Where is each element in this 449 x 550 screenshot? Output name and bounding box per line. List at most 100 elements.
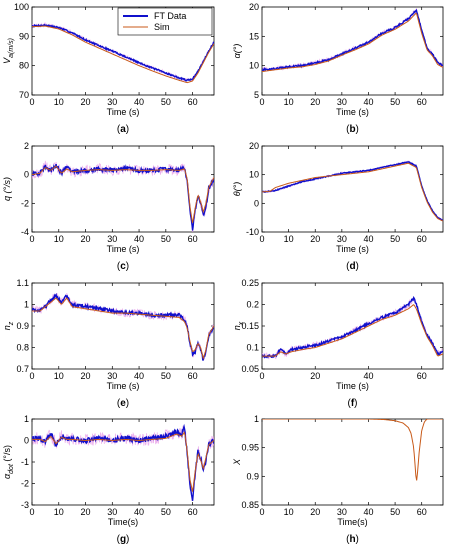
x-tick-label: 20 [310,234,320,244]
axes-frame [261,282,444,370]
x-tick-label: 30 [107,507,117,517]
x-tick-label: 40 [134,97,144,107]
series-line-sim [32,25,214,84]
x-tick-label: 20 [310,97,320,107]
plot-area [32,160,214,232]
y-tick-label: 10 [249,170,259,180]
x-axis-label: Time (s) [336,381,369,391]
y-tick-label: 2 [24,141,29,151]
x-axis-label: Time (s) [107,381,140,391]
x-tick-label: 0 [259,507,264,517]
y-axis-label: nx [232,321,245,330]
x-tick-label: 10 [284,97,294,107]
series-line-sim [32,165,214,223]
panel-label: (e) [117,398,129,409]
x-tick-label: 60 [417,234,427,244]
y-tick-label: 0.95 [241,443,259,453]
y-tick-label: -2 [21,479,29,489]
panel-label: (c) [117,261,129,272]
plot-area [262,160,443,222]
y-tick-label: 0.85 [241,500,259,510]
y-tick-label: 80 [19,61,29,71]
x-tick-label: 20 [81,371,91,381]
plot-area [32,423,214,501]
panel-label: (b) [346,124,359,135]
x-tick-label: 50 [390,234,400,244]
y-tick-label: 0.9 [16,321,29,331]
x-tick-label: 20 [81,507,91,517]
y-tick-label: 0.9 [246,471,259,481]
chart-panel-c: 0 10 20 30 40 50 60 -4 -2 0 2 Time (s) q (°/s) (c) [2,141,215,272]
y-tick-label: 20 [249,2,259,12]
x-tick-label: 10 [54,234,64,244]
x-tick-label: 40 [363,234,373,244]
y-tick-label: -4 [21,227,29,237]
series-line-sim [262,304,443,357]
x-axis-label: Time(s) [108,517,138,527]
x-axis-label: Time (s) [107,244,140,254]
series-line-sim [32,297,214,360]
chart-panel-g: 0 10 20 30 40 50 60 -3 -2 -1 0 1 Time(s) αdot (°/s) (g… [2,414,215,545]
x-tick-label: 60 [188,97,198,107]
x-tick-label: 40 [363,507,373,517]
series-line-sim [262,12,443,73]
series-line-ft-data [262,160,443,221]
y-tick-label: -10 [246,227,259,237]
plot-area [262,295,443,360]
chart-panel-a: 0 10 20 30 40 50 60 70 80 90 100 Time (s) Va(m/s) (a)… [2,2,215,135]
legend-entry: FT Data [154,11,186,21]
y-axis-label: α(°) [232,44,242,59]
series-line-sim [32,431,214,492]
x-tick-label: 40 [363,97,373,107]
panel-label: (d) [346,261,359,272]
x-tick-label: 60 [188,507,198,517]
y-tick-label: -3 [21,500,29,510]
y-axis-label: X [232,458,242,466]
x-tick-label: 60 [417,97,427,107]
panel-label: (a) [117,124,129,135]
x-tick-label: 0 [259,234,264,244]
plot-area [262,8,443,73]
x-tick-label: 10 [54,97,64,107]
series-line-ft-data [262,295,443,359]
panel-label: (h) [346,534,359,545]
x-tick-label: 10 [54,371,64,381]
plot-area [32,21,214,84]
axes-frame [261,145,444,233]
chart-panel-h: 0 10 20 30 40 50 60 0.85 0.9 0.95 1 Time(s) X (h) [232,414,444,545]
y-tick-label: 5 [254,90,259,100]
axes-frame [31,282,215,370]
x-tick-label: 10 [54,507,64,517]
x-tick-label: 50 [390,507,400,517]
panel-label: (g) [117,534,130,545]
x-tick-label: 40 [134,234,144,244]
y-tick-label: 10 [249,61,259,71]
y-tick-label: 0.2 [246,300,259,310]
x-tick-label: 0 [29,97,34,107]
y-axis-label: Va(m/s) [2,38,15,64]
chart-panel-f: 0 20 40 60 0.05 0.1 0.15 0.2 0.25 Time (s) nx (f) [232,278,444,409]
x-tick-label: 60 [417,371,427,381]
x-axis-label: Time (s) [336,244,369,254]
x-tick-label: 0 [259,371,264,381]
x-tick-label: 50 [390,97,400,107]
series-line-sim [262,419,443,481]
x-axis-label: Time (s) [107,107,140,117]
x-tick-label: 50 [161,371,171,381]
x-tick-label: 40 [363,371,373,381]
x-tick-label: 10 [284,234,294,244]
x-tick-label: 30 [107,234,117,244]
series-line-sim [262,162,443,222]
y-tick-label: 15 [249,31,259,41]
plot-area [262,419,443,481]
y-tick-label: 20 [249,141,259,151]
series-line-ft-data [32,423,214,501]
x-tick-label: 20 [81,234,91,244]
y-tick-label: 0.1 [246,343,259,353]
legend-box [117,7,213,36]
x-tick-label: 20 [81,97,91,107]
x-tick-label: 30 [337,97,347,107]
